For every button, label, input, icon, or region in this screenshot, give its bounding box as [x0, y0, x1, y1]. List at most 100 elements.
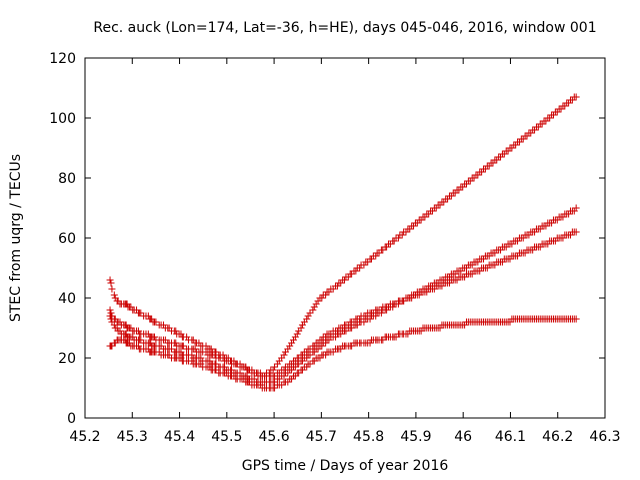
data-point [137, 336, 145, 344]
data-point [341, 276, 349, 284]
data-point [366, 339, 374, 347]
data-point [148, 315, 156, 323]
data-point [188, 357, 196, 365]
data-point [271, 372, 279, 380]
x-tick-label: 45.4 [164, 429, 195, 445]
x-tick-label: 46 [454, 429, 472, 445]
axes: 45.2 45.3 45.4 45.5 45.6 45.7 45.8 45.9 46 46.1 46… [49, 51, 620, 445]
data-point [438, 282, 446, 290]
data-point [489, 159, 497, 167]
data-point [303, 348, 311, 356]
data-point [436, 201, 444, 209]
data-point [436, 324, 444, 332]
data-point [394, 234, 402, 242]
data-point [310, 348, 318, 356]
data-point [303, 315, 311, 323]
data-point [491, 249, 499, 257]
data-point [271, 378, 279, 386]
data-point [322, 351, 330, 359]
data-point [197, 354, 205, 362]
data-point [572, 93, 580, 101]
data-point [297, 324, 305, 332]
data-point [445, 279, 453, 287]
data-point [337, 279, 345, 287]
data-point [445, 273, 453, 281]
data-point [288, 366, 296, 374]
data-point [461, 273, 469, 281]
x-tick-label: 46.3 [589, 429, 620, 445]
data-point [316, 354, 324, 362]
data-point [557, 105, 565, 113]
data-point [202, 348, 210, 356]
data-point [568, 96, 576, 104]
data-point [500, 150, 508, 158]
y-tick-label: 120 [49, 51, 76, 67]
data-point [288, 339, 296, 347]
data-point [298, 321, 306, 329]
data-point [212, 366, 220, 374]
data-point [310, 357, 318, 365]
data-point [461, 321, 469, 329]
data-point [572, 204, 580, 212]
data-point [398, 231, 406, 239]
chart-title: Rec. auck (Lon=174, Lat=-36, h=HE), days… [93, 20, 596, 36]
data-point [333, 327, 341, 335]
data-point [519, 135, 527, 143]
data-point [309, 306, 317, 314]
data-point [506, 318, 514, 326]
data-point [485, 252, 493, 260]
x-tick-label: 45.9 [400, 429, 431, 445]
data-point [107, 279, 115, 287]
y-tick-label: 40 [58, 291, 76, 307]
data-point [293, 330, 301, 338]
data-point [521, 249, 529, 257]
data-point [406, 225, 414, 233]
data-point [113, 324, 121, 332]
data-point [523, 132, 531, 140]
data-point [546, 114, 554, 122]
data-point [107, 309, 115, 317]
data-point [211, 351, 219, 359]
data-point [280, 366, 288, 374]
x-tick-label: 45.2 [69, 429, 100, 445]
data-point [288, 375, 296, 383]
data-point [551, 237, 559, 245]
data-point [303, 354, 311, 362]
data-point [207, 345, 215, 353]
data-point [529, 246, 537, 254]
data-point [352, 267, 360, 275]
data-point [519, 234, 527, 242]
data-point [480, 255, 488, 263]
data-point [514, 237, 522, 245]
data-point [527, 129, 535, 137]
data-point [288, 360, 296, 368]
x-tick-label: 45.6 [259, 429, 290, 445]
data-point [333, 282, 341, 290]
data-point [390, 237, 398, 245]
data-point [497, 153, 505, 161]
data-point [536, 225, 544, 233]
data-point [455, 186, 463, 194]
data-point [432, 204, 440, 212]
data-point [137, 309, 145, 317]
data-point [280, 351, 288, 359]
data-point [286, 342, 294, 350]
data-point [534, 123, 542, 131]
data-point [322, 291, 330, 299]
data-point [453, 276, 461, 284]
data-point [306, 309, 314, 317]
data-point [491, 261, 499, 269]
data-point [440, 198, 448, 206]
data-point [110, 321, 118, 329]
data-point [383, 243, 391, 251]
data-point [271, 384, 279, 392]
data-point [304, 312, 312, 320]
data-point [404, 330, 412, 338]
data-point [188, 351, 196, 359]
data-point [298, 351, 306, 359]
data-point [172, 327, 180, 335]
data-point [306, 345, 314, 353]
data-point [366, 315, 374, 323]
data-point [183, 333, 191, 341]
